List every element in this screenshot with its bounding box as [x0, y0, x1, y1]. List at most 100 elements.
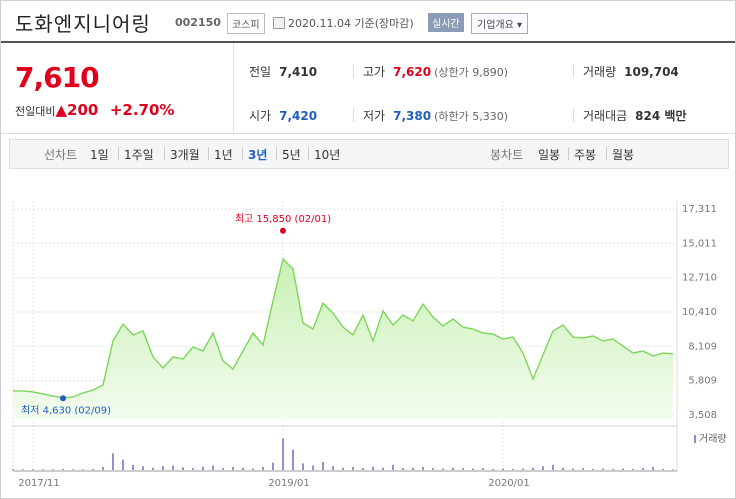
period-tab[interactable]: 10년: [314, 148, 341, 162]
volume-bar: [662, 468, 664, 470]
volume-bar: [182, 467, 184, 470]
y-tick-label: 10,410: [682, 307, 717, 318]
volume-bar: [72, 469, 74, 470]
volume-bar: [572, 468, 574, 470]
volume-bar: [362, 468, 364, 470]
volume-bar: [252, 468, 254, 470]
candle-tab[interactable]: 일봉: [538, 148, 561, 162]
y-tick-label: 12,710: [682, 273, 717, 284]
volume-bar: [562, 467, 564, 470]
stat-note: (상한가 9,890): [434, 66, 508, 79]
volume-bar: [142, 466, 144, 470]
volume-bar: [62, 468, 64, 470]
divider: [233, 43, 234, 133]
stat-item: 거래량 109,704: [583, 63, 679, 80]
stat-label: 거래량: [583, 65, 617, 79]
volume-bar: [482, 468, 484, 470]
volume-bar: [672, 469, 674, 470]
volume-bar: [492, 468, 494, 470]
change-label: 전일대비: [15, 105, 56, 118]
price-area: [13, 259, 673, 419]
volume-bar: [622, 468, 624, 470]
high-marker: [280, 227, 286, 234]
separator: [308, 147, 309, 160]
volume-bar: [282, 438, 284, 470]
market-badge: 코스피: [227, 13, 265, 34]
volume-bar: [332, 466, 334, 470]
volume-bar: [262, 467, 264, 470]
stat-item: 시가 7,420: [249, 107, 317, 124]
volume-bar: [242, 467, 244, 470]
volume-legend: 거래량: [699, 433, 727, 445]
volume-bar: [42, 469, 44, 470]
change-rate: +2.70%: [109, 101, 175, 119]
volume-bar: [642, 468, 644, 470]
volume-bar: [412, 467, 414, 470]
period-tab[interactable]: 1년: [214, 148, 233, 162]
volume-bar: [522, 468, 524, 470]
volume-bar: [302, 463, 304, 470]
separator: [606, 147, 607, 160]
realtime-button[interactable]: 실시간: [428, 13, 464, 32]
volume-bar: [112, 453, 114, 470]
stat-label: 시가: [249, 109, 272, 123]
chart: 3,508 5,809 8,109 10,410 12,710 15,011 17,311 2…: [12, 201, 727, 489]
separator: [208, 147, 209, 160]
volume-bar: [602, 468, 604, 470]
period-tab[interactable]: 1일: [90, 148, 109, 162]
volume-bar: [542, 466, 544, 470]
period-tab[interactable]: 3년: [248, 148, 268, 162]
candle-tab[interactable]: 주봉: [574, 148, 597, 162]
separator: [353, 64, 354, 78]
stat-label: 전일: [249, 65, 272, 79]
volume-bar: [212, 465, 214, 470]
change-row: 전일대비▲200 +2.70%: [15, 101, 174, 119]
stat-value: 109,704: [624, 65, 679, 79]
separator: [573, 108, 574, 122]
volume-bar: [422, 467, 424, 470]
stat-item: 고가 7,620 (상한가 9,890): [363, 63, 508, 80]
volume-bar: [502, 468, 504, 470]
volume-bar: [402, 468, 404, 470]
x-tick-label: 2017/11: [18, 478, 60, 489]
high-label: 최고 15,850 (02/01): [235, 213, 331, 225]
volume-bar: [232, 467, 234, 470]
y-tick-label: 3,508: [688, 410, 717, 421]
volume-bar: [442, 468, 444, 470]
candle-tab[interactable]: 월봉: [612, 148, 635, 162]
volume-bar: [532, 467, 534, 470]
volume-bar: [432, 468, 434, 470]
up-arrow: ▲: [55, 101, 68, 119]
stat-value: 7,380: [393, 109, 432, 123]
period-tab[interactable]: 5년: [282, 148, 301, 162]
separator: [164, 147, 165, 160]
volume-bar: [552, 464, 554, 470]
stat-value: 7,420: [279, 109, 318, 123]
volume-bar: [372, 466, 374, 470]
volume-bar: [512, 468, 514, 470]
volume-bar: [162, 466, 164, 470]
company-overview-button[interactable]: 기업개요 ▾: [471, 13, 529, 34]
stat-label: 저가: [363, 109, 386, 123]
stat-value: 7,620: [393, 65, 432, 79]
volume-bar: [172, 465, 174, 470]
separator: [568, 147, 569, 160]
volume-bar: [592, 468, 594, 470]
separator: [118, 147, 119, 160]
separator: [353, 108, 354, 122]
volume-bar: [352, 467, 354, 470]
period-tab[interactable]: 3개월: [170, 148, 200, 162]
stat-value: 824 백만: [635, 109, 687, 123]
low-marker: [60, 395, 66, 402]
company-name: 도화엔지니어링: [15, 12, 151, 36]
volume-bar: [152, 467, 154, 470]
volume-bar: [322, 461, 324, 470]
stat-label: 거래대금: [583, 109, 628, 123]
period-tab[interactable]: 1주일: [124, 148, 154, 162]
button-text: 기업개요: [477, 20, 514, 31]
separator: [573, 64, 574, 78]
volume-bar: [582, 468, 584, 470]
volume-bar: [652, 467, 654, 470]
x-tick-label: 2020/01: [488, 478, 530, 489]
